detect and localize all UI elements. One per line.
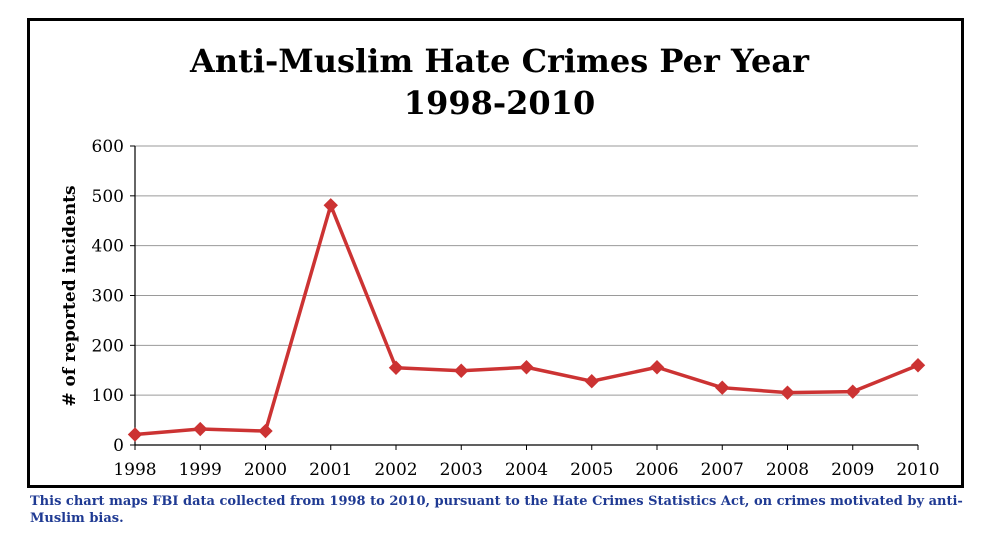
- y-tick-label-200: 200: [92, 336, 124, 356]
- x-tick-label-2003: 2003: [440, 460, 483, 480]
- y-tick-label-600: 600: [92, 137, 124, 157]
- x-tick-label-1998: 1998: [113, 460, 156, 480]
- y-tick-label-100: 100: [92, 386, 124, 406]
- gridlines: [135, 145, 918, 396]
- chart-title: Anti-Muslim Hate Crimes Per Year: [189, 42, 809, 80]
- data-point-2004: [519, 360, 534, 375]
- y-tick-label-0: 0: [113, 436, 124, 456]
- chart-subtitle: 1998-2010: [403, 84, 596, 122]
- y-tick-label-400: 400: [92, 237, 124, 257]
- x-tick-label-2002: 2002: [374, 460, 417, 480]
- y-tick-labels: 0 100 200 300 400 500 600: [92, 137, 124, 456]
- data-point-2001: [323, 198, 338, 213]
- x-tick-label-2007: 2007: [701, 460, 744, 480]
- x-tick-label-2000: 2000: [244, 460, 287, 480]
- data-point-2000: [258, 423, 273, 439]
- y-tick-label-500: 500: [92, 187, 124, 207]
- data-point-2007: [715, 380, 730, 395]
- series-line-0: [134, 203, 919, 437]
- data-point-2002: [388, 360, 404, 375]
- x-tick-label-2005: 2005: [570, 460, 613, 480]
- line-chart: 0 100 200 300 400 500 600 1998 1999 2000 2001 2002…: [60, 137, 940, 480]
- y-axis-label: # of reported incidents: [60, 185, 80, 406]
- data-point-2005: [584, 374, 599, 389]
- data-point-1999: [193, 421, 208, 437]
- data-point-2006: [649, 360, 665, 375]
- x-tick-label-2010: 2010: [896, 460, 939, 480]
- chart-frame: [27, 18, 964, 488]
- data-point-1998: [127, 427, 143, 442]
- axes: [130, 145, 919, 450]
- x-tick-label-2008: 2008: [766, 460, 809, 480]
- x-tick-label-1999: 1999: [179, 460, 222, 480]
- chart-caption: This chart maps FBI data collected from …: [30, 494, 963, 526]
- data-point-2003: [454, 363, 469, 378]
- data-point-2008: [780, 385, 795, 400]
- x-tick-labels: 1998 1999 2000 2001 2002 2003 2004 2005 2006 2007…: [113, 460, 939, 480]
- data-point-2009: [845, 384, 860, 399]
- x-tick-label-2001: 2001: [309, 460, 352, 480]
- x-tick-label-2004: 2004: [505, 460, 548, 480]
- x-tick-label-2009: 2009: [831, 460, 874, 480]
- x-tick-label-2006: 2006: [635, 460, 678, 480]
- y-tick-label-300: 300: [92, 287, 124, 307]
- data-point-2010: [910, 358, 926, 373]
- series-group: [127, 198, 926, 442]
